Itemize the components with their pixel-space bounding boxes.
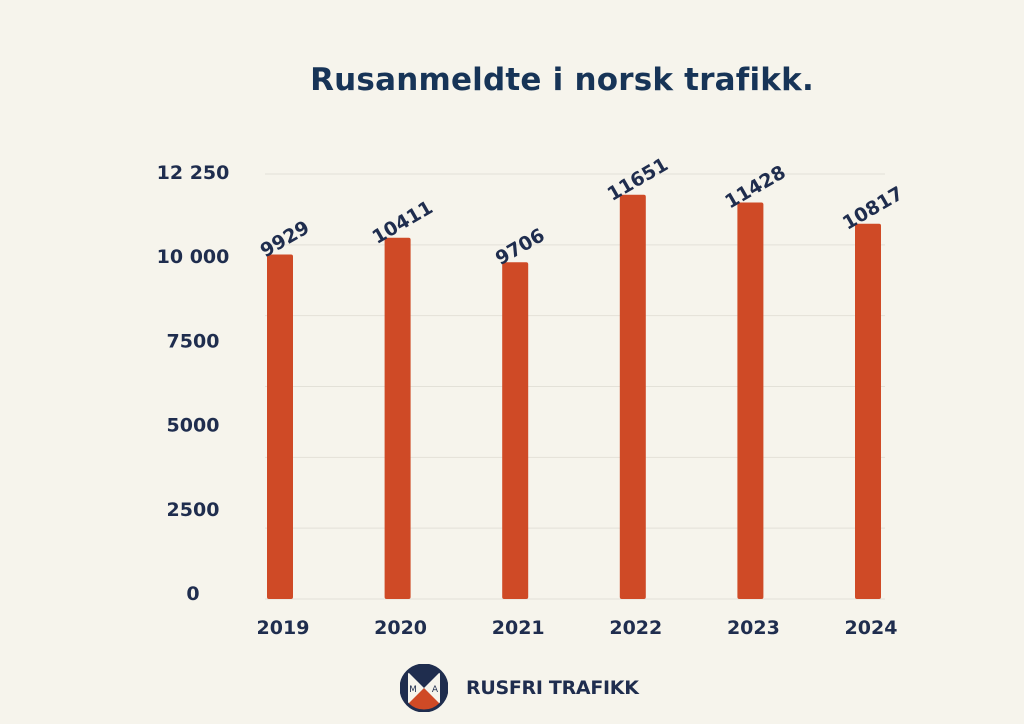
bar [502,262,529,599]
bar [384,237,411,599]
x-tick-label: 2024 [845,617,898,639]
svg-text:M: M [409,685,417,695]
y-tick-label: 10 000 [157,246,230,268]
svg-text:A: A [432,685,439,695]
x-tick-label: 2022 [609,617,662,639]
x-tick-label: 2020 [374,617,427,639]
bar [855,223,881,600]
bar [737,202,764,599]
y-tick-label: 0 [186,583,199,605]
brand: M A RUSFRI TRAFIKK [400,664,639,712]
x-tick-label: 2019 [257,617,310,639]
logo-icon: M A [400,664,448,712]
x-tick-label: 2021 [492,617,545,639]
x-tick-label: 2023 [727,617,780,639]
y-tick-label: 2500 [167,499,220,521]
bar [267,254,293,600]
bar [619,194,646,600]
y-tick-label: 5000 [167,415,220,437]
y-tick-label: 7500 [167,330,220,352]
brand-name: RUSFRI TRAFIKK [466,677,639,699]
y-tick-label: 12 250 [157,162,230,184]
chart-title: Rusanmeldte i norsk trafikk. [310,62,814,98]
